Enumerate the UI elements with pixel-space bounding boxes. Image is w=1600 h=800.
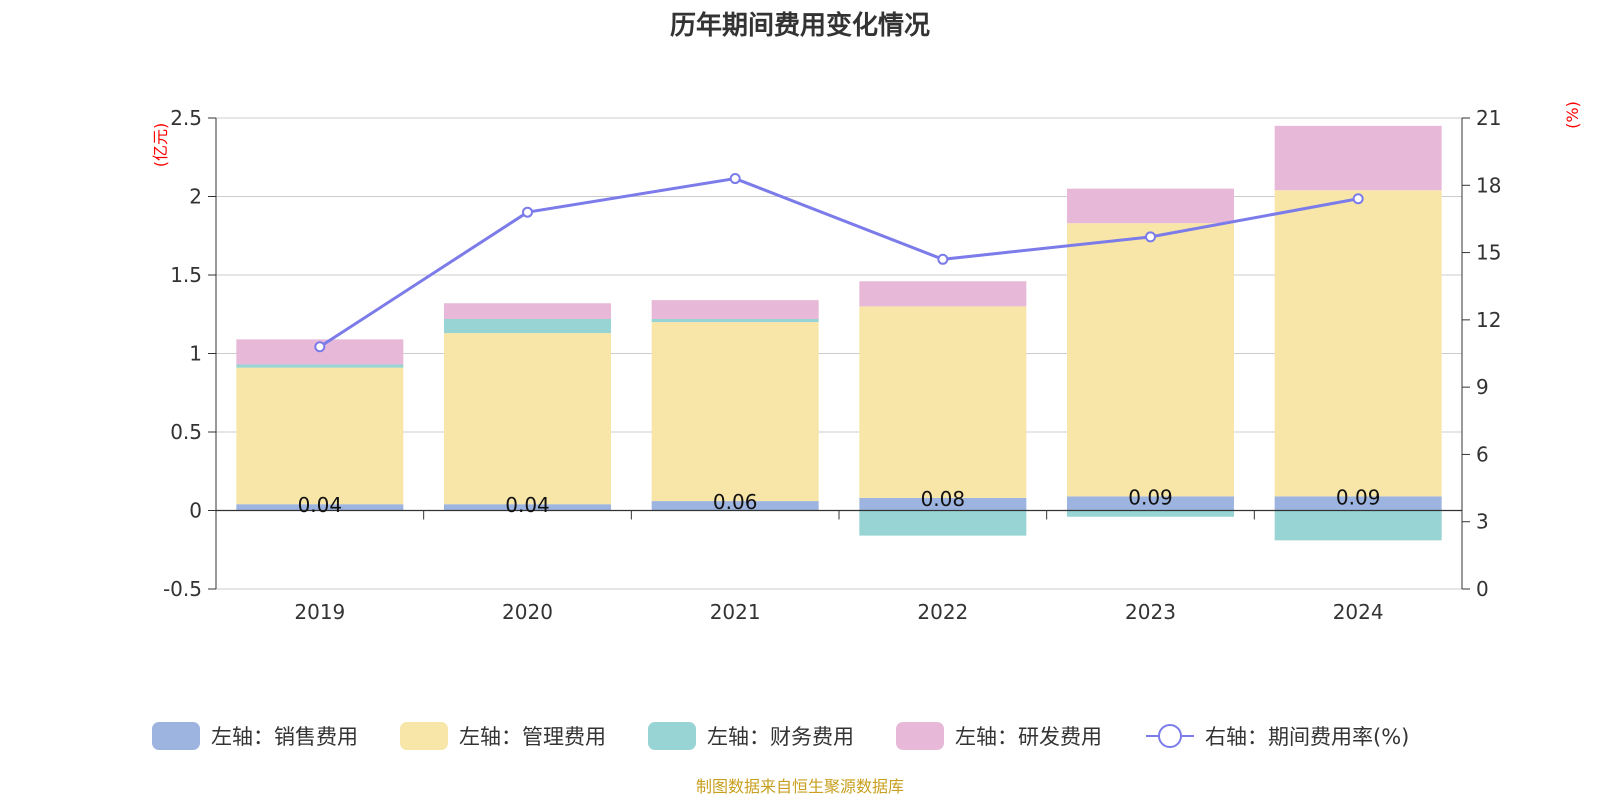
legend: 左轴：销售费用 左轴：管理费用 左轴：财务费用 左轴：研发费用 右轴：期间费用率(%) [152,722,1409,750]
bar-label-2022: 0.08 [921,487,966,511]
rate-line [319,177,1359,349]
right-axis-unit: (%) [1563,101,1582,129]
legend-label-2: 左轴：财务费用 [707,725,854,749]
bar-value-labels: 0.04 0.04 0.06 0.08 0.09 0.09 [298,485,1381,517]
left-tick-label: 1 [189,342,202,366]
bar-segment-2024-s3 [1274,125,1442,191]
rate-point-2019 [314,341,326,353]
x-tick-label-2023: 2023 [1125,600,1176,624]
bar-segment-2019-s1 [236,367,404,505]
bar-segment-2020-s1 [444,333,611,505]
bar-segment-2023-s1 [1067,223,1234,497]
bar-segment-2021-s1 [651,322,819,502]
right-tick-label: 21 [1476,106,1501,130]
rate-point-2020 [522,206,533,218]
rate-point-2021 [729,173,741,185]
legend-swatch-3 [896,722,944,750]
bar-segment-2022-s0 [859,497,1027,511]
bar-segment-2023-s3 [1067,188,1234,224]
rate-line-group [314,173,1364,353]
rate-point-2023 [1145,231,1156,243]
bar-segment-2024-s2 [1274,510,1442,541]
grid-lines [216,117,1462,590]
legend-label-1: 左轴：管理费用 [459,725,606,749]
bars [236,125,1442,541]
bar-label-2024: 0.09 [1336,485,1381,509]
legend-swatch-1 [400,722,448,750]
right-tick-label: 18 [1476,173,1501,197]
bar-segment-2022-s2 [859,510,1027,536]
x-tick-label-2020: 2020 [502,600,553,624]
right-tick-label: 0 [1476,577,1489,601]
legend-swatch-0 [152,722,200,750]
right-tick-label: 15 [1476,241,1501,265]
bar-segment-2020-s0 [444,504,611,511]
bar-label-2020: 0.04 [505,493,550,517]
left-axis-unit: (亿元) [151,123,170,168]
right-tick-label: 6 [1476,442,1489,466]
chart-title: 历年期间费用变化情况 [670,10,930,41]
legend-swatch-2 [648,722,696,750]
bar-label-2021: 0.06 [713,490,758,514]
bar-segment-2019-s0 [236,504,404,511]
right-tick-label: 3 [1476,510,1489,534]
left-tick-label: 0.5 [170,420,202,444]
left-tick-label: 0 [189,499,202,523]
bar-segment-2023-s0 [1067,496,1234,511]
bar-segment-2023-s2 [1067,510,1234,517]
axes: -0.5 0 0.5 1 1.5 2 2.5 0 3 6 9 12 15 18 21 2019 2020 2021… [163,106,1501,624]
legend-label-0: 左轴：销售费用 [211,725,358,749]
left-tick-label: 2 [189,185,202,209]
bar-segment-2021-s3 [651,300,819,319]
legend-marker-swatch [1158,724,1182,748]
bar-segment-2020-s3 [444,303,611,319]
x-tick-label-2024: 2024 [1333,600,1384,624]
bar-segment-2021-s0 [651,501,819,511]
right-tick-label: 12 [1476,308,1501,332]
bar-segment-2022-s3 [859,281,1027,307]
source-note: 制图数据来自恒生聚源数据库 [696,777,904,796]
bar-segment-2022-s1 [859,306,1027,498]
x-tick-label-2021: 2021 [710,600,761,624]
left-tick-label: 1.5 [170,263,202,287]
x-tick-label-2019: 2019 [294,600,345,624]
legend-label-3: 左轴：研发费用 [955,725,1102,749]
left-tick-label: -0.5 [163,577,202,601]
rate-point-2022 [937,253,949,265]
bar-segment-2019-s2 [236,364,404,368]
bar-label-2019: 0.04 [298,493,343,517]
bar-segment-2024-s0 [1274,496,1442,511]
bar-segment-2020-s2 [444,318,611,334]
bar-segment-2021-s2 [651,318,819,323]
left-tick-label: 2.5 [170,106,202,130]
legend-label-4: 右轴：期间费用率(%) [1205,725,1409,749]
rate-point-2024 [1352,193,1364,205]
right-tick-label: 9 [1476,375,1489,399]
bar-label-2023: 0.09 [1128,485,1173,509]
bar-segment-2024-s1 [1274,190,1442,497]
x-tick-label-2022: 2022 [917,600,968,624]
